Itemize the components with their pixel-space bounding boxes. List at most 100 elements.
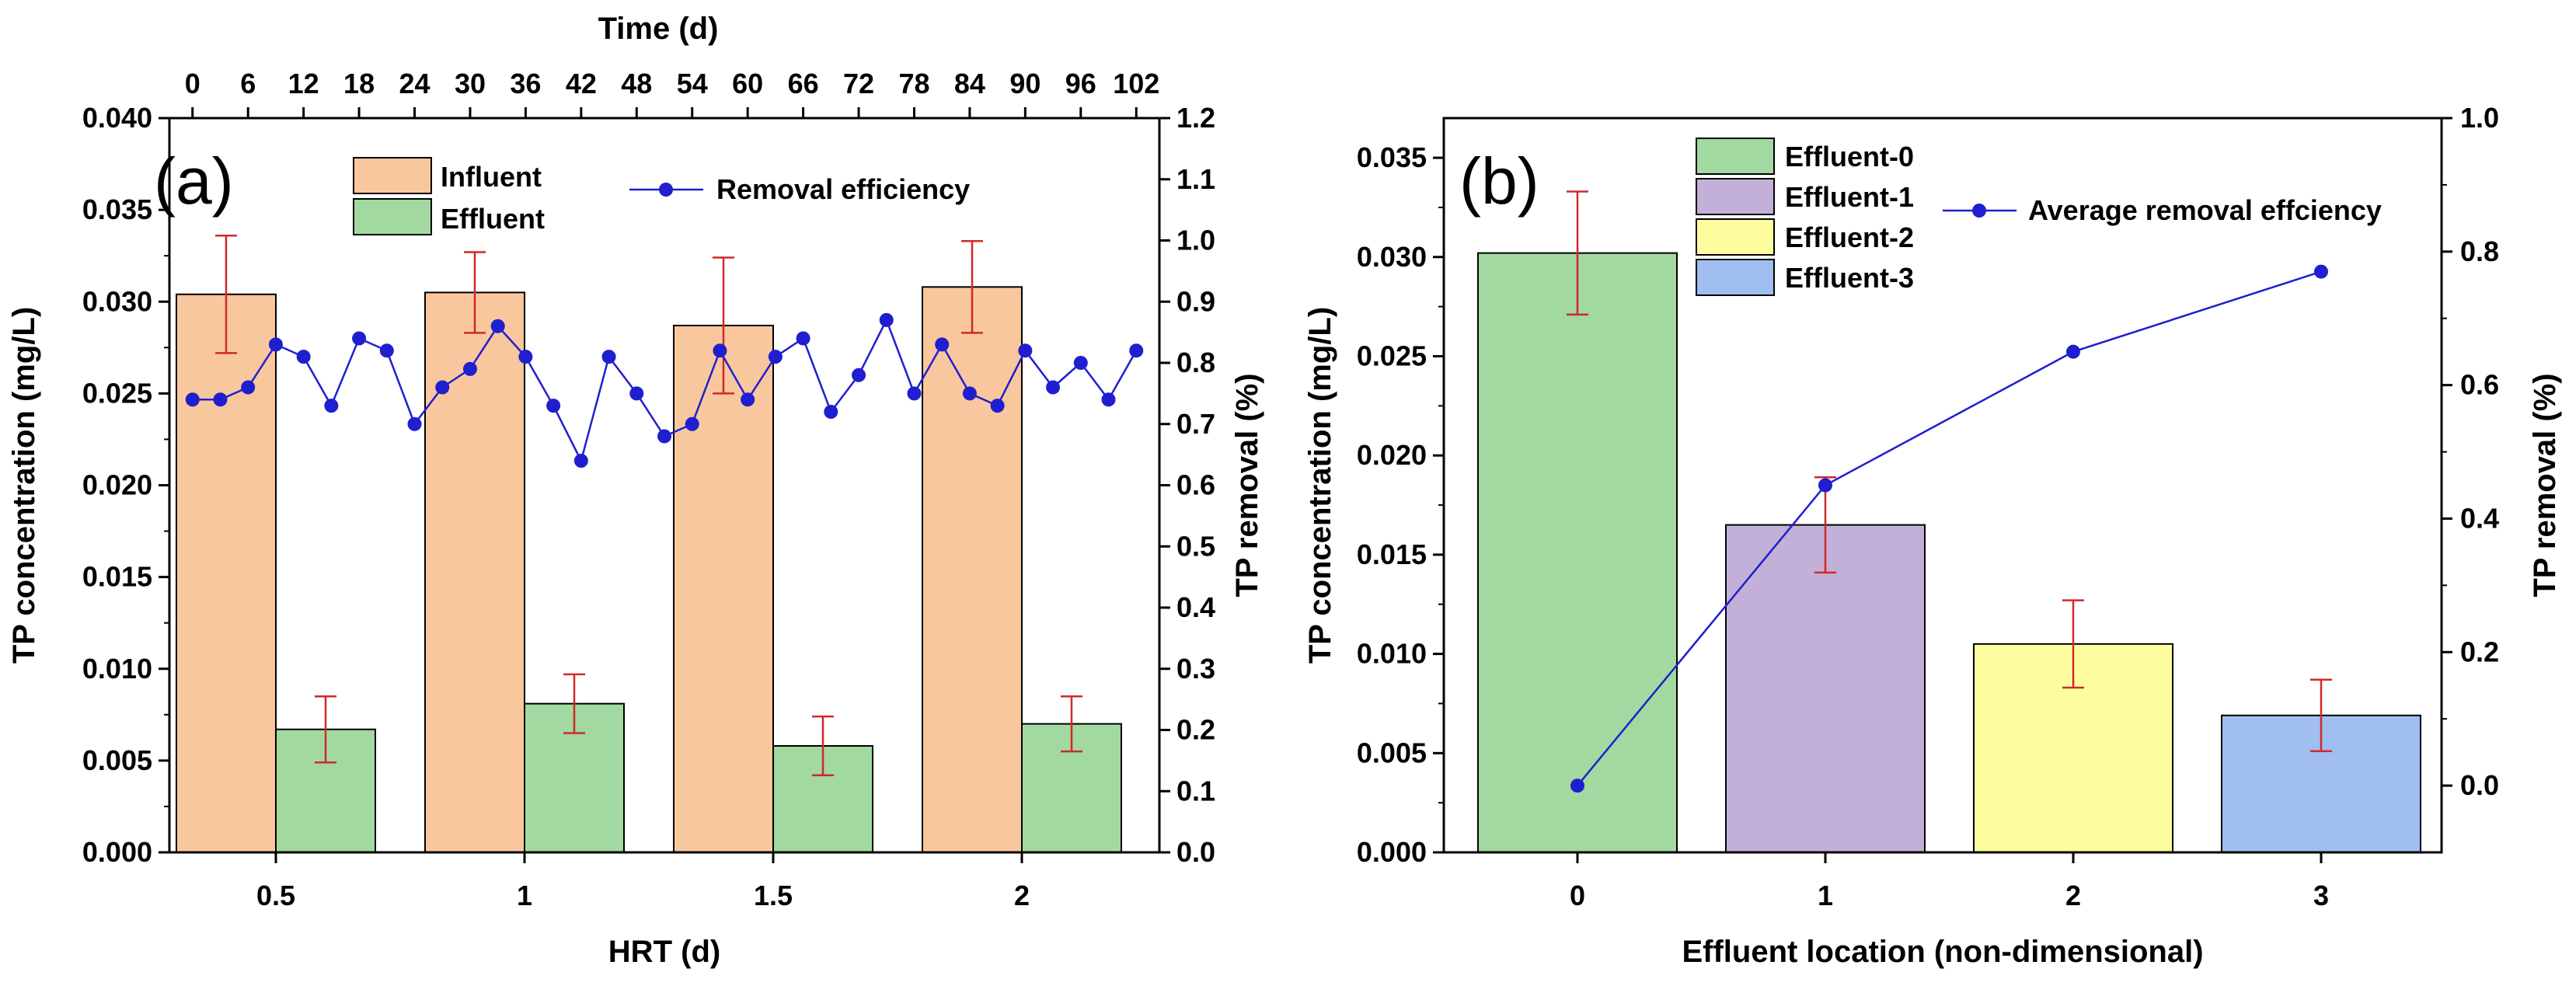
removal-efficiency-point: [907, 386, 922, 401]
removal-efficiency-point: [407, 416, 422, 431]
y-tick-label: 0.035: [82, 193, 152, 225]
x2-tick-label: 0: [185, 68, 200, 99]
y2-tick-label: 0.4: [2460, 502, 2499, 534]
y2-tick-label: 1.1: [1176, 163, 1215, 195]
y2-tick-label: 0.0: [1176, 836, 1215, 868]
removal-efficiency-point: [629, 386, 644, 401]
x2-tick-label: 24: [399, 68, 430, 99]
y-tick-label: 0.025: [1357, 340, 1427, 371]
x2-tick-label: 90: [1009, 68, 1041, 99]
x2-tick-label: 12: [288, 68, 319, 99]
removal-efficiency-point: [1073, 356, 1088, 370]
removal-efficiency-point: [241, 380, 256, 395]
removal-efficiency-point: [601, 350, 616, 364]
y2-tick-label: 0.8: [1176, 347, 1215, 378]
y2-tick-label: 0.6: [2460, 369, 2499, 401]
panel-b-chart: 0.0000.0050.0100.0150.0200.0250.0300.035…: [1303, 102, 2562, 969]
removal-efficiency-point: [796, 331, 810, 346]
y2-tick-label: 0.2: [1176, 714, 1215, 746]
removal-efficiency-point: [879, 312, 894, 327]
average-removal-point: [2314, 264, 2328, 279]
y2-tick-label: 0.9: [1176, 285, 1215, 317]
removal-efficiency-point: [990, 399, 1005, 413]
y2-axis-title: TP removal (%): [1230, 373, 1264, 597]
x-tick-label: 2: [1014, 880, 1030, 911]
y-tick-label: 0.030: [82, 285, 152, 317]
removal-efficiency-point: [1101, 392, 1116, 407]
x2-axis-title: Time (d): [598, 12, 719, 46]
x2-tick-label: 36: [510, 68, 541, 99]
removal-efficiency-point: [296, 350, 311, 364]
average-removal-line: [1577, 270, 2322, 786]
panel-label-b: (b): [1459, 145, 1539, 218]
x2-tick-label: 18: [343, 68, 375, 99]
legend-average-removal-marker: [1972, 204, 1986, 218]
legend-influent-swatch: [353, 157, 432, 194]
y-tick-label: 0.000: [1357, 836, 1427, 868]
y2-tick-label: 0.1: [1176, 775, 1215, 807]
y-tick-label: 0.025: [82, 377, 152, 409]
x-axis-title: HRT (d): [608, 935, 720, 969]
y2-tick-label: 1.0: [2460, 102, 2499, 134]
removal-efficiency-point: [518, 350, 533, 364]
y2-tick-label: 0.3: [1176, 653, 1215, 685]
x2-tick-label: 30: [455, 68, 486, 99]
y-axis-title: TP concentration (mg/L): [7, 307, 41, 664]
x-axis-title: Effluent location (non-dimensional): [1682, 935, 2203, 969]
removal-efficiency-point: [379, 343, 394, 358]
removal-efficiency-point: [935, 337, 950, 352]
x-tick-label: 2: [2065, 880, 2081, 911]
x-tick-label: 1: [517, 880, 532, 911]
removal-efficiency-point: [1018, 343, 1033, 358]
influent-bar: [176, 293, 277, 853]
panel-label-a: (a): [154, 145, 234, 218]
removal-efficiency-point: [713, 343, 727, 358]
x2-tick-label: 54: [677, 68, 708, 99]
average-removal-point: [1570, 779, 1584, 793]
removal-efficiency-point: [213, 392, 228, 407]
legend-effluent-0-swatch: [1696, 138, 1775, 175]
y-tick-label: 0.035: [1357, 141, 1427, 173]
x2-tick-label: 96: [1065, 68, 1096, 99]
removal-efficiency-point: [962, 386, 977, 401]
removal-efficiency-point: [741, 392, 755, 407]
y2-tick-label: 0.0: [2460, 769, 2499, 801]
plot-frame-b: [1442, 117, 2443, 854]
y2-tick-label: 1.2: [1176, 102, 1215, 134]
removal-efficiency-point: [1046, 380, 1061, 395]
legend-effluent-3-swatch: [1696, 259, 1775, 296]
y-tick-label: 0.015: [1357, 538, 1427, 570]
removal-efficiency-point: [490, 319, 505, 333]
legend-removal-marker: [659, 183, 673, 197]
y2-axis-title: TP removal (%): [2528, 373, 2562, 597]
removal-efficiency-point: [573, 454, 588, 468]
removal-efficiency-point: [824, 405, 838, 419]
x2-tick-label: 60: [732, 68, 763, 99]
removal-efficiency-point: [657, 429, 671, 444]
legend-removal-label: Removal efficiency: [716, 173, 970, 205]
x-tick-label: 0: [1570, 880, 1585, 911]
removal-efficiency-point: [268, 337, 283, 352]
y2-tick-label: 0.7: [1176, 408, 1215, 440]
removal-efficiency-point: [768, 350, 783, 364]
y-tick-label: 0.005: [1357, 737, 1427, 768]
x2-tick-label: 84: [954, 68, 985, 99]
removal-efficiency-point: [352, 331, 367, 346]
legend-effluent-swatch: [353, 198, 432, 235]
removal-efficiency-point: [185, 392, 200, 407]
panel-a-chart: 0.0000.0050.0100.0150.0200.0250.0300.035…: [7, 12, 1264, 969]
removal-efficiency-point: [852, 368, 866, 382]
legend-effluent-2-swatch: [1696, 218, 1775, 256]
y2-tick-label: 0.6: [1176, 469, 1215, 501]
x2-tick-label: 42: [566, 68, 597, 99]
effluent-1-bar: [1725, 524, 1926, 853]
x2-tick-label: 66: [788, 68, 819, 99]
y2-tick-label: 0.4: [1176, 591, 1215, 623]
y-tick-label: 0.005: [82, 744, 152, 776]
legend-influent-label: Influent: [441, 161, 542, 193]
x2-tick-label: 48: [621, 68, 652, 99]
x-tick-label: 1: [1818, 880, 1833, 911]
x2-tick-label: 6: [240, 68, 256, 99]
removal-efficiency-point: [1129, 343, 1144, 358]
